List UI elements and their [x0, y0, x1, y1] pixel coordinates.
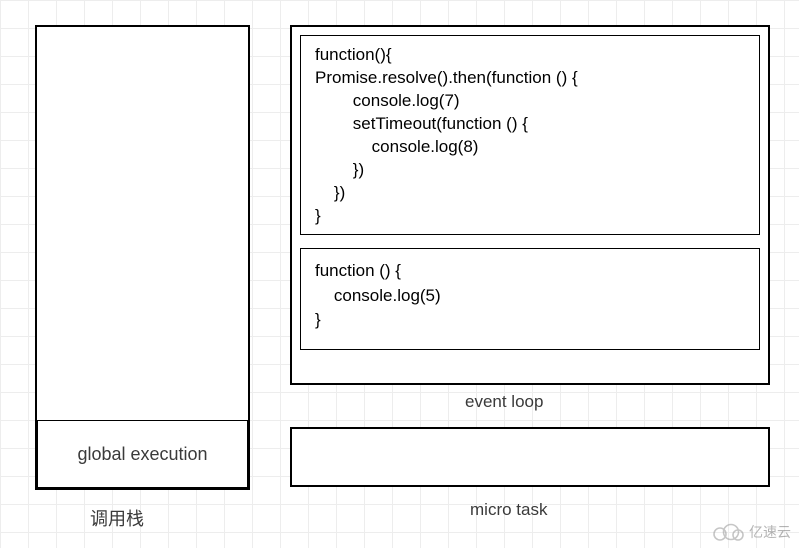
global-execution-frame: global execution [37, 420, 248, 488]
microtask-block-2: function () { console.log(5) } [300, 248, 760, 350]
call-stack-caption: 调用栈 [90, 505, 144, 531]
microtask-2-code: function () { console.log(5) } [315, 259, 745, 333]
cloud-icon [709, 522, 745, 542]
watermark: 亿速云 [709, 522, 791, 542]
microtask-1-code: function(){ Promise.resolve().then(funct… [315, 44, 745, 228]
micro-task-caption: micro task [470, 500, 547, 520]
global-execution-label: global execution [77, 444, 207, 465]
microtask-block-1: function(){ Promise.resolve().then(funct… [300, 35, 760, 235]
event-loop-caption: event loop [465, 392, 543, 412]
micro-task-box [290, 427, 770, 487]
watermark-text: 亿速云 [749, 522, 791, 542]
